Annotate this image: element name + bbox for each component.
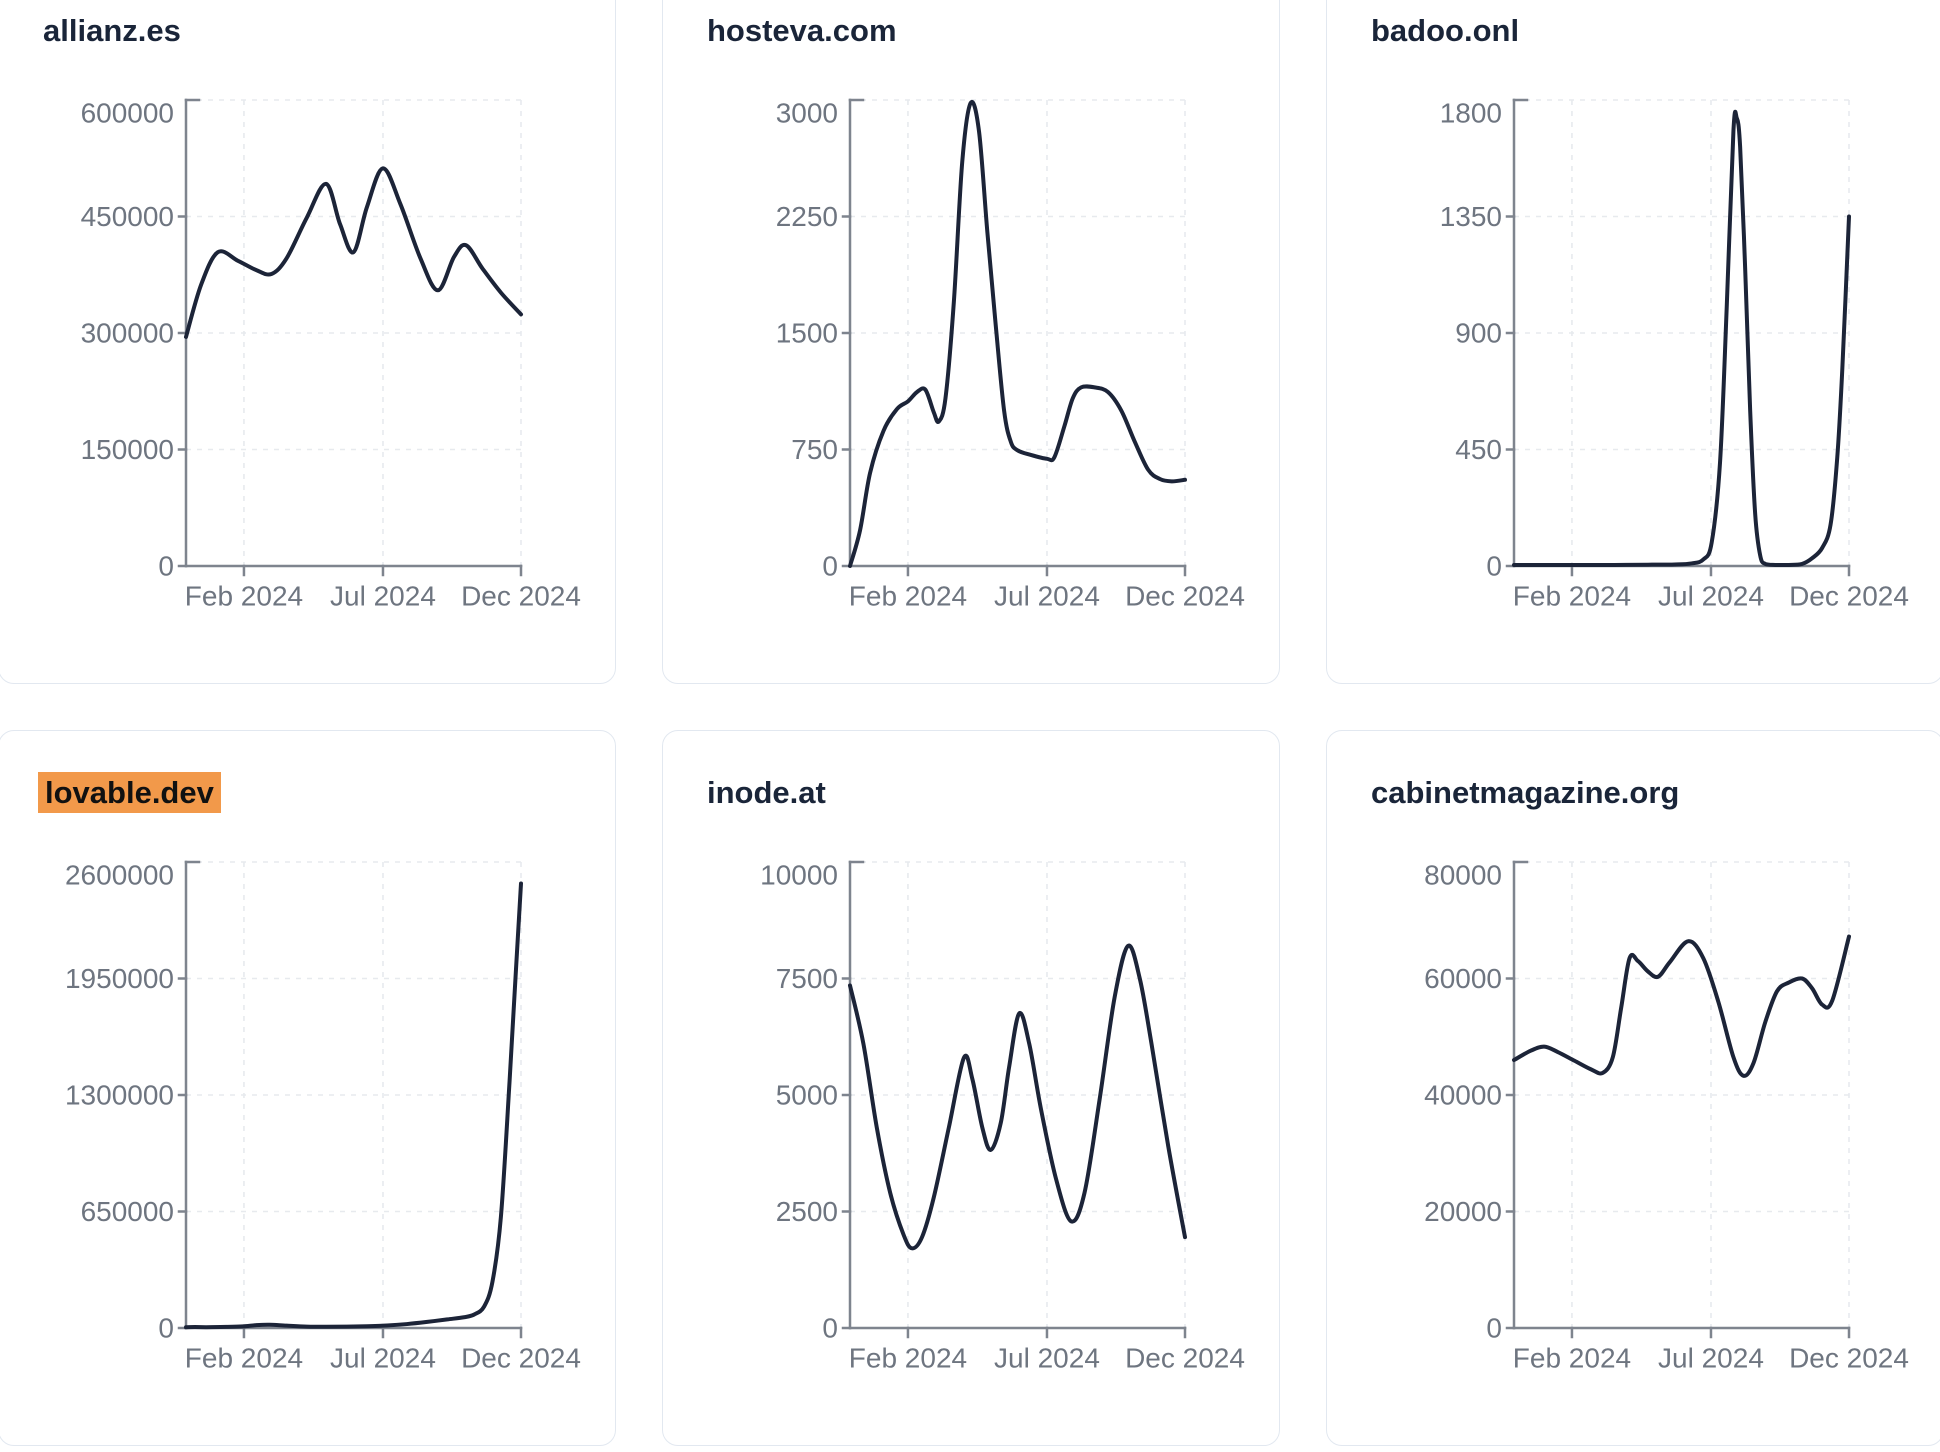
svg-text:650000: 650000 — [81, 1196, 174, 1227]
svg-text:5000: 5000 — [776, 1080, 838, 1111]
svg-text:0: 0 — [158, 1313, 174, 1344]
svg-text:2250: 2250 — [776, 201, 838, 232]
svg-text:0: 0 — [822, 1313, 838, 1344]
svg-text:80000: 80000 — [1424, 860, 1502, 891]
svg-text:Jul 2024: Jul 2024 — [330, 1343, 436, 1374]
chart-card-badoo: badoo.onl 0 450 900 1350 1800 Feb 2024 Jul 202… — [1326, 0, 1940, 684]
svg-text:750: 750 — [791, 434, 838, 465]
svg-text:60000: 60000 — [1424, 963, 1502, 994]
svg-text:1800: 1800 — [1440, 98, 1502, 129]
line-chart: 0 650000 1300000 1950000 2600000 Feb 2024 Jul … — [65, 860, 581, 1374]
svg-text:Jul 2024: Jul 2024 — [994, 581, 1100, 612]
chart-card-hosteva: hosteva.com 0 750 1500 2250 3000 Feb 2024 Jul … — [662, 0, 1280, 684]
line-chart: 0 20000 40000 60000 80000 Feb 2024 Jul 2024 Dec… — [1424, 860, 1909, 1374]
svg-text:Feb 2024: Feb 2024 — [1513, 581, 1631, 612]
svg-text:Feb 2024: Feb 2024 — [185, 1343, 303, 1374]
svg-text:1500: 1500 — [776, 318, 838, 349]
svg-text:Feb 2024: Feb 2024 — [185, 581, 303, 612]
chart-card-inode: inode.at 0 2500 5000 7500 10000 Feb 2024 Jul 2… — [662, 730, 1280, 1446]
line-chart: 0 450 900 1350 1800 Feb 2024 Jul 2024 Dec 2024 — [1440, 98, 1909, 612]
svg-text:Jul 2024: Jul 2024 — [994, 1343, 1100, 1374]
svg-text:3000: 3000 — [776, 98, 838, 129]
svg-text:0: 0 — [158, 551, 174, 582]
chart-title: allianz.es — [43, 13, 181, 49]
svg-text:600000: 600000 — [81, 98, 174, 129]
line-chart: 0 750 1500 2250 3000 Feb 2024 Jul 2024 Dec 2024 — [776, 98, 1245, 612]
chart-card-lovable: lovable.dev 0 650000 1300000 1950000 2600000… — [0, 730, 616, 1446]
chart-card-cabinetmagazine: cabinetmagazine.org 0 20000 40000 60000 8000… — [1326, 730, 1940, 1446]
svg-text:900: 900 — [1455, 318, 1502, 349]
svg-text:Dec 2024: Dec 2024 — [461, 1343, 581, 1374]
svg-text:300000: 300000 — [81, 318, 174, 349]
svg-text:Dec 2024: Dec 2024 — [1789, 581, 1909, 612]
chart-title: cabinetmagazine.org — [1371, 775, 1679, 811]
svg-text:Jul 2024: Jul 2024 — [330, 581, 436, 612]
chart-title: lovable.dev — [38, 772, 221, 813]
domain-name-label: hosteva.com — [707, 13, 897, 48]
svg-text:2600000: 2600000 — [65, 860, 174, 891]
svg-text:0: 0 — [822, 551, 838, 582]
svg-text:Dec 2024: Dec 2024 — [1125, 1343, 1245, 1374]
svg-text:2500: 2500 — [776, 1196, 838, 1227]
svg-text:Feb 2024: Feb 2024 — [849, 581, 967, 612]
line-chart: 0 2500 5000 7500 10000 Feb 2024 Jul 2024 Dec 20… — [760, 860, 1245, 1374]
svg-text:Dec 2024: Dec 2024 — [1789, 1343, 1909, 1374]
chart-card-allianz: allianz.es 0 150000 300000 450000 600000 Feb … — [0, 0, 616, 684]
domain-name-label: cabinetmagazine.org — [1371, 775, 1680, 810]
svg-text:Jul 2024: Jul 2024 — [1658, 581, 1764, 612]
svg-text:150000: 150000 — [81, 434, 174, 465]
chart-title: inode.at — [707, 775, 826, 811]
domain-name-label: badoo.onl — [1371, 13, 1520, 48]
svg-text:7500: 7500 — [776, 963, 838, 994]
svg-text:0: 0 — [1486, 1313, 1502, 1344]
svg-text:1350: 1350 — [1440, 201, 1502, 232]
domain-name-label: inode.at — [707, 775, 826, 810]
svg-text:0: 0 — [1486, 551, 1502, 582]
chart-title: hosteva.com — [707, 13, 897, 49]
svg-text:Feb 2024: Feb 2024 — [1513, 1343, 1631, 1374]
svg-text:450: 450 — [1455, 434, 1502, 465]
line-chart: 0 150000 300000 450000 600000 Feb 2024 Jul 202… — [81, 98, 581, 612]
svg-text:450000: 450000 — [81, 201, 174, 232]
svg-text:20000: 20000 — [1424, 1196, 1502, 1227]
svg-text:1950000: 1950000 — [65, 963, 174, 994]
domain-name-label-highlighted: lovable.dev — [38, 772, 221, 813]
svg-text:40000: 40000 — [1424, 1080, 1502, 1111]
chart-title: badoo.onl — [1371, 13, 1519, 49]
svg-text:Dec 2024: Dec 2024 — [1125, 581, 1245, 612]
domain-name-label: allianz.es — [43, 13, 181, 48]
svg-text:1300000: 1300000 — [65, 1080, 174, 1111]
svg-text:Jul 2024: Jul 2024 — [1658, 1343, 1764, 1374]
svg-text:10000: 10000 — [760, 860, 838, 891]
svg-text:Feb 2024: Feb 2024 — [849, 1343, 967, 1374]
svg-text:Dec 2024: Dec 2024 — [461, 581, 581, 612]
